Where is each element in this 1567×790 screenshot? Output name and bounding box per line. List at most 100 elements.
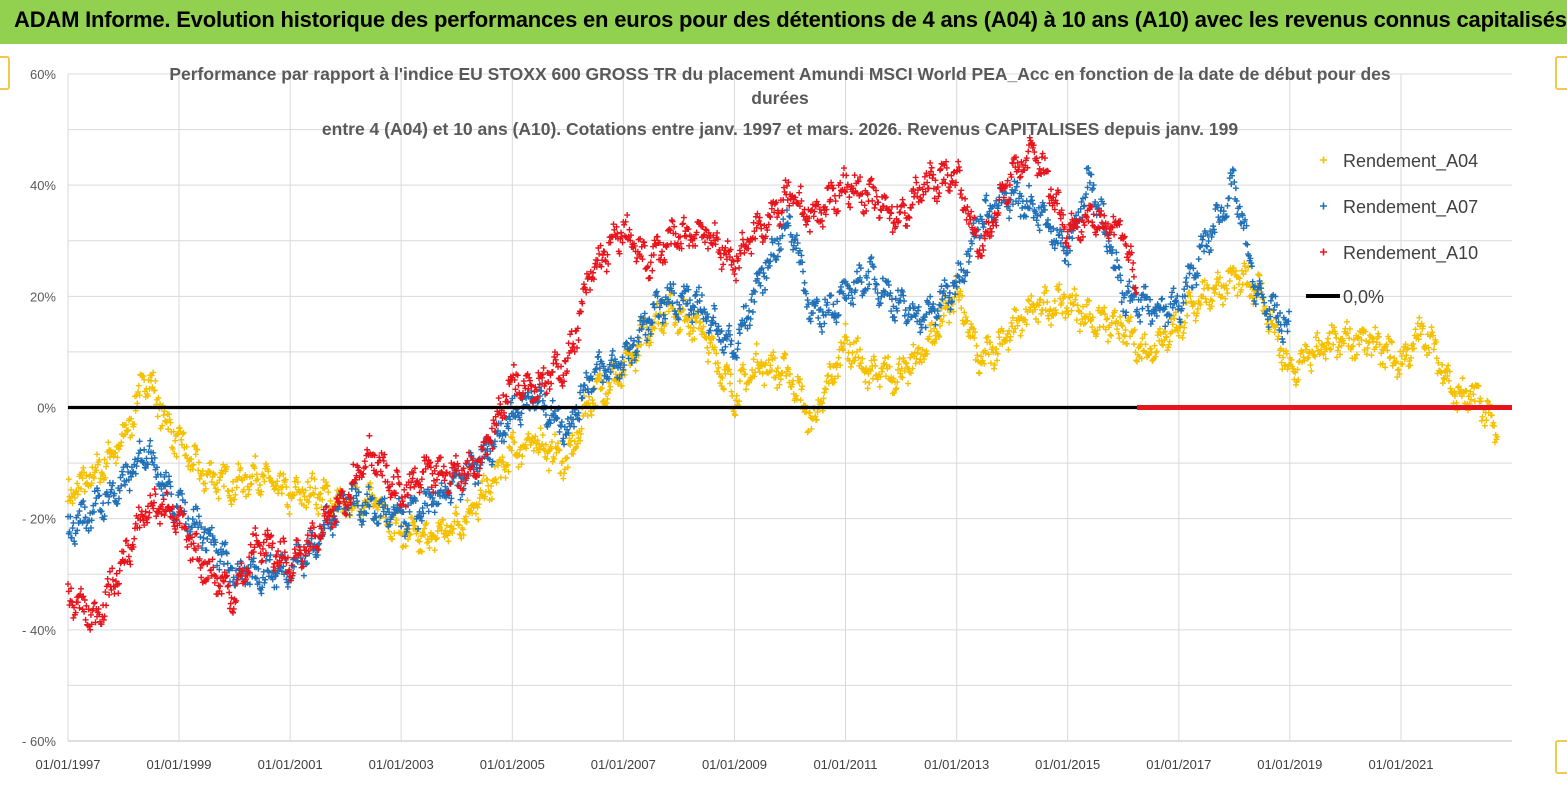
data-point <box>714 359 721 366</box>
data-point <box>950 169 957 176</box>
data-point <box>970 325 977 332</box>
data-point <box>497 412 504 419</box>
data-point <box>398 523 405 530</box>
data-point <box>908 369 915 376</box>
data-point <box>956 167 963 174</box>
data-point <box>1121 333 1128 340</box>
data-point <box>928 319 935 326</box>
data-point <box>273 482 280 489</box>
data-point <box>192 451 199 458</box>
data-point <box>912 174 919 181</box>
data-point <box>701 231 708 238</box>
data-point <box>780 184 787 191</box>
data-point <box>1214 269 1221 276</box>
data-point <box>895 217 902 224</box>
data-point <box>1095 304 1102 311</box>
data-point <box>556 447 563 454</box>
data-point <box>407 531 414 538</box>
data-point <box>676 301 683 308</box>
data-point <box>596 365 603 372</box>
data-point <box>711 302 718 309</box>
data-point <box>115 446 122 453</box>
data-point <box>646 342 653 349</box>
data-point <box>936 190 943 197</box>
data-point <box>1047 306 1054 313</box>
data-point <box>363 510 370 517</box>
data-point <box>1049 241 1056 248</box>
data-point <box>468 453 475 460</box>
data-point <box>1103 226 1110 233</box>
data-point <box>1089 219 1096 226</box>
data-point <box>1166 312 1173 319</box>
data-point <box>91 488 98 495</box>
data-point <box>246 486 253 493</box>
data-point <box>1355 333 1362 340</box>
data-point <box>1267 313 1274 320</box>
data-point <box>90 600 97 607</box>
data-point <box>722 370 729 377</box>
data-point <box>292 484 299 491</box>
resize-handle-left[interactable] <box>0 56 10 90</box>
data-point <box>94 461 101 468</box>
data-point <box>779 369 786 376</box>
data-point <box>1076 328 1083 335</box>
data-point <box>923 311 930 318</box>
data-point <box>940 176 947 183</box>
data-point <box>1070 301 1077 308</box>
x-tick-label: 01/01/2007 <box>591 757 656 772</box>
data-point <box>384 505 391 512</box>
data-point <box>1352 355 1359 362</box>
data-point <box>1252 301 1259 308</box>
resize-handle-right[interactable] <box>1555 56 1567 90</box>
data-point <box>199 539 206 546</box>
data-point <box>153 513 160 520</box>
data-point <box>680 297 687 304</box>
data-point <box>488 425 495 432</box>
data-point <box>759 370 766 377</box>
data-point <box>549 368 556 375</box>
data-point <box>437 521 444 528</box>
data-point <box>334 495 341 502</box>
data-point <box>573 443 580 450</box>
data-point <box>991 361 998 368</box>
data-point <box>659 319 666 326</box>
data-point <box>844 184 851 191</box>
data-point <box>1028 193 1035 200</box>
data-points <box>65 134 1501 633</box>
data-point <box>1041 155 1048 162</box>
data-point <box>765 221 772 228</box>
data-point <box>927 159 934 166</box>
data-point <box>172 525 179 532</box>
data-point <box>166 416 173 423</box>
data-point <box>201 529 208 536</box>
data-point <box>309 520 316 527</box>
data-point <box>463 475 470 482</box>
data-point <box>140 517 147 524</box>
data-point <box>1426 349 1433 356</box>
resize-handle-bottom-right[interactable] <box>1555 740 1567 774</box>
data-point <box>845 292 852 299</box>
data-point <box>230 605 237 612</box>
data-point <box>534 394 541 401</box>
data-point <box>789 381 796 388</box>
data-point <box>1282 362 1289 369</box>
data-point <box>171 511 178 518</box>
data-point <box>656 313 663 320</box>
data-point <box>559 458 566 465</box>
data-point <box>374 506 381 513</box>
data-point <box>169 445 176 452</box>
data-point <box>746 322 753 329</box>
data-point <box>94 451 101 458</box>
data-point <box>177 504 184 511</box>
data-point <box>539 374 546 381</box>
data-point <box>733 397 740 404</box>
data-point <box>1340 340 1347 347</box>
data-point <box>870 183 877 190</box>
data-point <box>505 425 512 432</box>
data-point <box>882 373 889 380</box>
data-point <box>942 180 949 187</box>
data-point <box>554 351 561 358</box>
data-point <box>220 483 227 490</box>
data-point <box>314 552 321 559</box>
data-point <box>266 556 273 563</box>
